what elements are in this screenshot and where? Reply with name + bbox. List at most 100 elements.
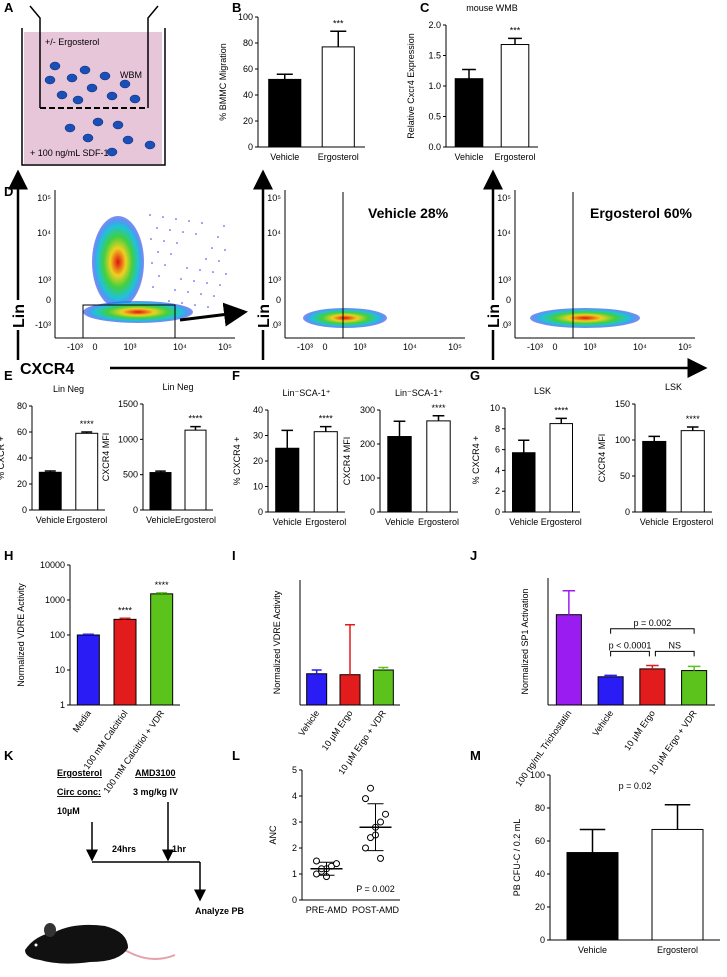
y-axis-label: % BMMC Migration — [218, 43, 228, 121]
y-tick-label: 2 — [495, 486, 500, 496]
y-tick-label: 10⁴ — [37, 228, 51, 238]
chart-title: Lin Neg — [162, 382, 193, 392]
y-tick-label: 20 — [253, 456, 263, 466]
bar — [321, 46, 355, 148]
y-tick-label: 40 — [253, 405, 263, 415]
timeline-label: 24hrs — [112, 844, 136, 854]
y-tick-label: 100 — [238, 12, 253, 22]
error-bar — [462, 68, 476, 79]
density-dot — [225, 273, 227, 275]
y-tick-label: 100 — [530, 770, 545, 780]
y-tick-label: 40 — [17, 453, 27, 463]
axis-label: Lin — [11, 304, 28, 328]
error-bar — [648, 435, 661, 442]
bar — [372, 669, 394, 706]
y-tick-label: 30 — [253, 431, 263, 441]
y-tick-label: -10³ — [265, 320, 281, 330]
density-dot — [182, 231, 184, 233]
y-tick-label: 3 — [292, 817, 297, 827]
density-dot — [206, 282, 208, 284]
bracket — [610, 628, 695, 634]
bar — [306, 673, 328, 706]
x-tick-label: Ergosterol — [318, 152, 359, 162]
x-tick-label: 10 µM Ergo — [622, 708, 657, 752]
y-tick-label: -10³ — [495, 320, 511, 330]
label-bg — [484, 300, 502, 330]
y-tick-label: 60 — [17, 427, 27, 437]
y-tick-label: 10 — [55, 665, 65, 675]
y-tick-label: 0 — [540, 935, 545, 945]
density-dot — [205, 258, 207, 260]
transwell-schematic: +/- Ergosterol WBM + 100 ng/mL SDF-1 — [21, 5, 166, 166]
schematic-label: +/- Ergosterol — [45, 37, 99, 47]
x-tick-label: 0 — [552, 342, 557, 352]
timeline-label: Ergosterol — [57, 768, 102, 778]
y-axis-label: CXCR4 MFI — [597, 434, 607, 483]
x-tick-label: Vehicle — [578, 945, 607, 955]
y-tick-label: 10⁴ — [497, 228, 511, 238]
y-tick-label: 5 — [292, 765, 297, 775]
y-tick-label: 100 — [50, 630, 65, 640]
bar — [149, 472, 172, 511]
significance: **** — [80, 419, 95, 429]
bracket — [610, 650, 650, 657]
point — [362, 795, 369, 803]
schematic-label: + 100 ng/mL SDF-1 — [30, 148, 108, 158]
y-tick-label: 0.0 — [428, 142, 441, 152]
y-tick-label: 100 — [615, 435, 630, 445]
y-tick-label: 2 — [292, 843, 297, 853]
density-dot — [199, 269, 201, 271]
error-bar — [119, 617, 131, 620]
error-bar — [155, 470, 166, 473]
timeline-label: 1hr — [172, 844, 187, 854]
panel-label: H — [4, 548, 13, 563]
error-bar — [518, 439, 530, 453]
timeline-label: 3 mg/kg IV — [133, 787, 178, 797]
significance: **** — [554, 405, 569, 415]
density-dot — [152, 286, 154, 288]
bar — [75, 432, 99, 511]
significance: **** — [155, 580, 170, 590]
error-bar — [508, 37, 522, 45]
density-dot — [156, 227, 158, 229]
density-dot — [168, 300, 170, 302]
x-tick-label: 10⁵ — [678, 342, 692, 352]
y-axis-label: % CXCR + — [0, 436, 6, 480]
y-tick-label: 300 — [360, 405, 375, 415]
bar — [549, 423, 573, 513]
x-tick-label: Ergosterol — [657, 945, 698, 955]
density-dot — [150, 238, 152, 240]
error-bar — [604, 674, 617, 677]
density-dot — [174, 289, 176, 291]
y-tick-label: 20 — [243, 116, 253, 126]
timeline-label: Analyze PB — [195, 906, 245, 916]
error-bar — [82, 633, 94, 636]
y-tick-label: 20 — [535, 902, 545, 912]
x-tick-label: 10⁴ — [633, 342, 647, 352]
annotation: P = 0.002 — [356, 884, 395, 894]
density-dot — [163, 240, 165, 242]
density-dot — [187, 291, 189, 293]
x-tick-label: Vehicle — [273, 517, 302, 527]
point — [377, 854, 384, 862]
axis-label: Lin — [486, 304, 503, 328]
axis-label: Lin — [256, 304, 273, 328]
y-tick-label: -10³ — [35, 320, 51, 330]
y-tick-label: 1500 — [118, 399, 138, 409]
y-axis-label: CXCR4 MFI — [342, 437, 352, 486]
bar — [339, 674, 361, 706]
bar — [275, 447, 300, 513]
x-tick-label: 0 — [322, 342, 327, 352]
panel-label: E — [4, 368, 13, 383]
error-bar — [81, 431, 93, 434]
bar — [268, 78, 302, 148]
panel-label: A — [4, 0, 14, 15]
bar — [38, 471, 62, 511]
bar — [512, 452, 536, 513]
comparison-label: p < 0.0001 — [609, 640, 652, 650]
y-tick-label: 10⁵ — [497, 193, 511, 203]
density-dot — [186, 267, 188, 269]
bar — [681, 670, 708, 706]
y-tick-label: 40 — [243, 90, 253, 100]
